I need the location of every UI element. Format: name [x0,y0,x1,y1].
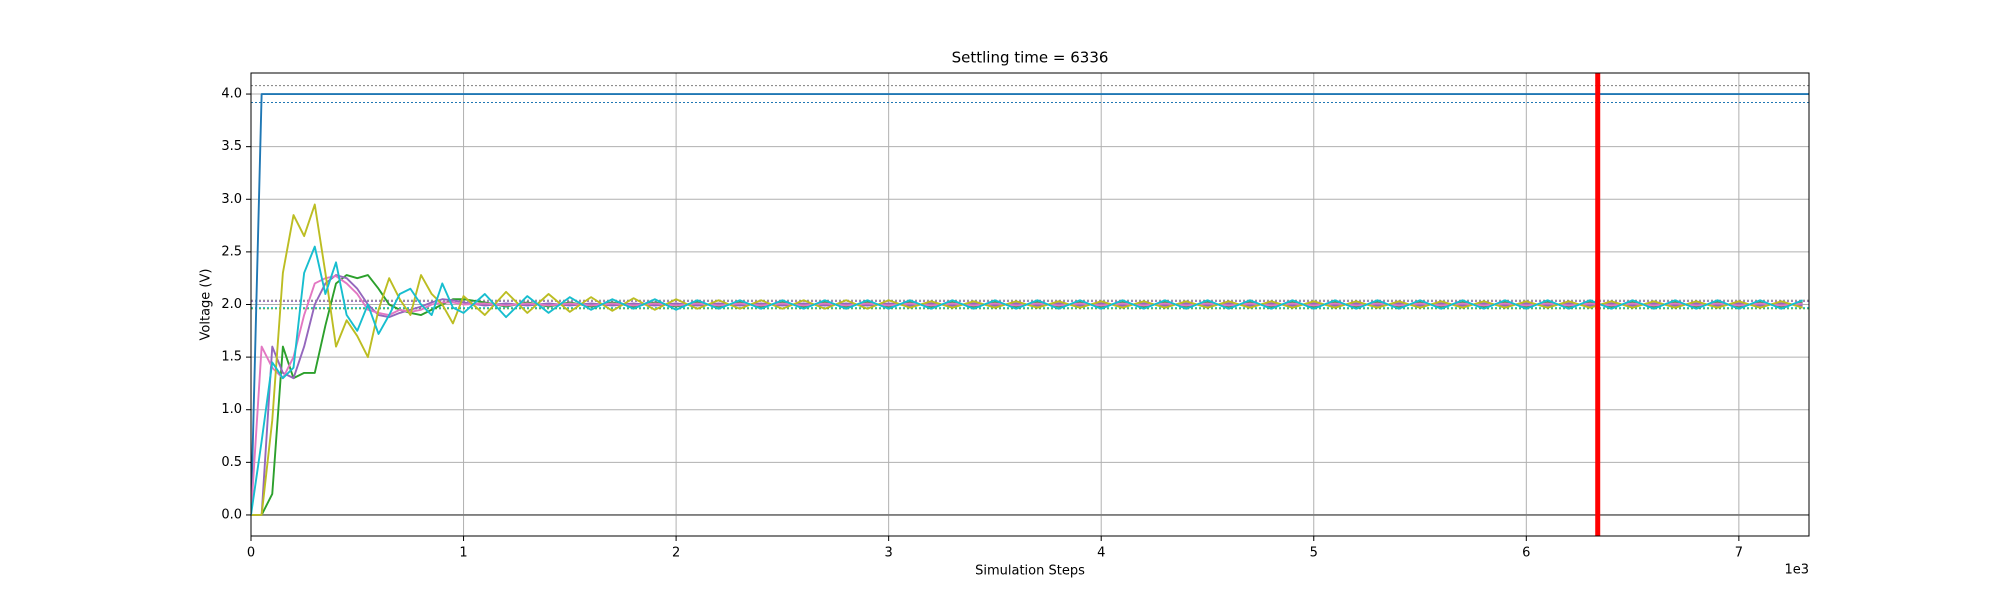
x-tick-label: 6 [1522,546,1530,561]
series-line [251,245,1803,516]
y-tick-label: 1.0 [221,402,242,417]
y-tick-label: 3.0 [221,192,242,207]
x-tick-label: 1 [459,546,467,561]
x-tick-label: 3 [885,546,893,561]
series-line [251,93,1809,515]
y-tick-label: 4.0 [221,87,242,102]
y-tick-label: 3.5 [221,139,242,154]
y-tick-label: 1.5 [221,350,242,365]
y-axis-label: Voltage (V) [199,269,214,341]
y-tick-label: 2.0 [221,297,242,312]
plot-area [251,73,1809,536]
y-tick-label: 0.5 [221,455,242,470]
x-tick-label: 2 [672,546,680,561]
x-tick-label: 0 [247,546,255,561]
x-offset-label: 1e3 [1784,563,1809,578]
x-axis-label: Simulation Steps [975,564,1085,579]
y-tick-label: 0.0 [221,507,242,522]
y-tick-label: 2.5 [221,244,242,259]
x-tick-label: 7 [1735,546,1743,561]
axes-frame [250,72,1810,537]
x-tick-label: 5 [1310,546,1318,561]
x-tick-label: 4 [1097,546,1105,561]
chart-title: Settling time = 6336 [952,49,1109,67]
